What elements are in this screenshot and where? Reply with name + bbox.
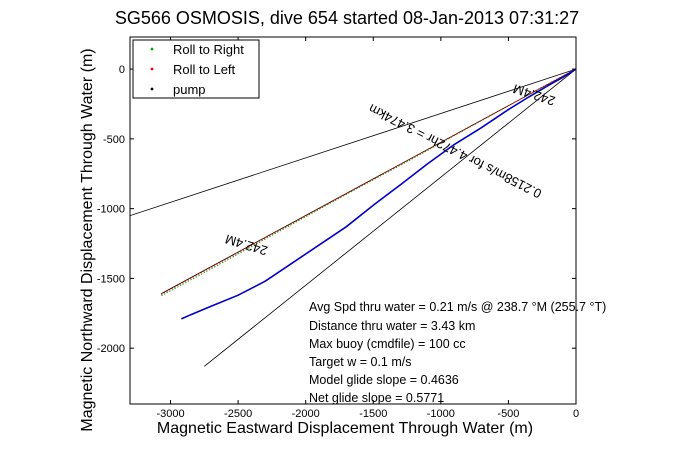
y-tick-label: -1500 xyxy=(97,273,125,285)
x-tick-label: -1500 xyxy=(359,408,387,420)
y-tick-label: -1000 xyxy=(97,204,125,216)
legend-label: Roll to Left xyxy=(173,62,236,77)
legend-box xyxy=(132,39,260,99)
x-axis-label: Magnetic Eastward Displacement Through W… xyxy=(157,420,533,437)
x-tick-label: -500 xyxy=(497,408,519,420)
legend: Roll to Right Roll to Left pump xyxy=(132,39,260,99)
legend-marker xyxy=(150,67,154,71)
y-axis: 0 -500 -1000 -1500 -2000 xyxy=(97,64,576,355)
annotation-avg-speed: Avg Spd thru water = 0.21 m/s @ 238.7 °M… xyxy=(309,300,606,314)
chart-title: SG566 OSMOSIS, dive 654 started 08-Jan-2… xyxy=(115,8,579,28)
guide-line xyxy=(130,68,576,216)
x-axis: -3000 -2500 -2000 -1500 -1000 -500 0 xyxy=(156,37,579,420)
series-line-roll-to-right xyxy=(160,68,576,297)
legend-marker xyxy=(150,47,154,51)
legend-entry: pump xyxy=(150,82,206,97)
legend-label: Roll to Right xyxy=(173,42,244,57)
legend-marker xyxy=(150,87,154,91)
stats-annotations: Avg Spd thru water = 0.21 m/s @ 238.7 °M… xyxy=(309,300,606,405)
annotation-target-w: Target w = 0.1 m/s xyxy=(309,355,411,369)
annotation-model-glide: Model glide slope = 0.4636 xyxy=(309,373,459,387)
annotation-distance: Distance thru water = 3.43 km xyxy=(309,319,475,333)
legend-label: pump xyxy=(173,82,206,97)
y-tick-label: 0 xyxy=(119,64,125,76)
data-series xyxy=(160,68,576,320)
annotation-max-buoy: Max buoy (cmdfile) = 100 cc xyxy=(309,337,466,351)
y-tick-label: -2000 xyxy=(97,343,125,355)
x-tick-label: -2500 xyxy=(224,408,252,420)
y-axis-label: Magnetic Northward Displacement Through … xyxy=(79,48,96,431)
series-line-pump xyxy=(181,68,576,320)
y-tick-label: -500 xyxy=(103,134,125,146)
legend-entry: Roll to Right xyxy=(150,42,244,57)
x-tick-label: -2000 xyxy=(292,408,320,420)
x-tick-label: -1000 xyxy=(427,408,455,420)
annotation-net-glide: Net glide slope = 0.5771 xyxy=(309,391,444,405)
guide-line xyxy=(204,68,576,367)
legend-entry: Roll to Left xyxy=(150,62,236,77)
x-tick-label: -3000 xyxy=(156,408,184,420)
x-tick-label: 0 xyxy=(573,408,579,420)
